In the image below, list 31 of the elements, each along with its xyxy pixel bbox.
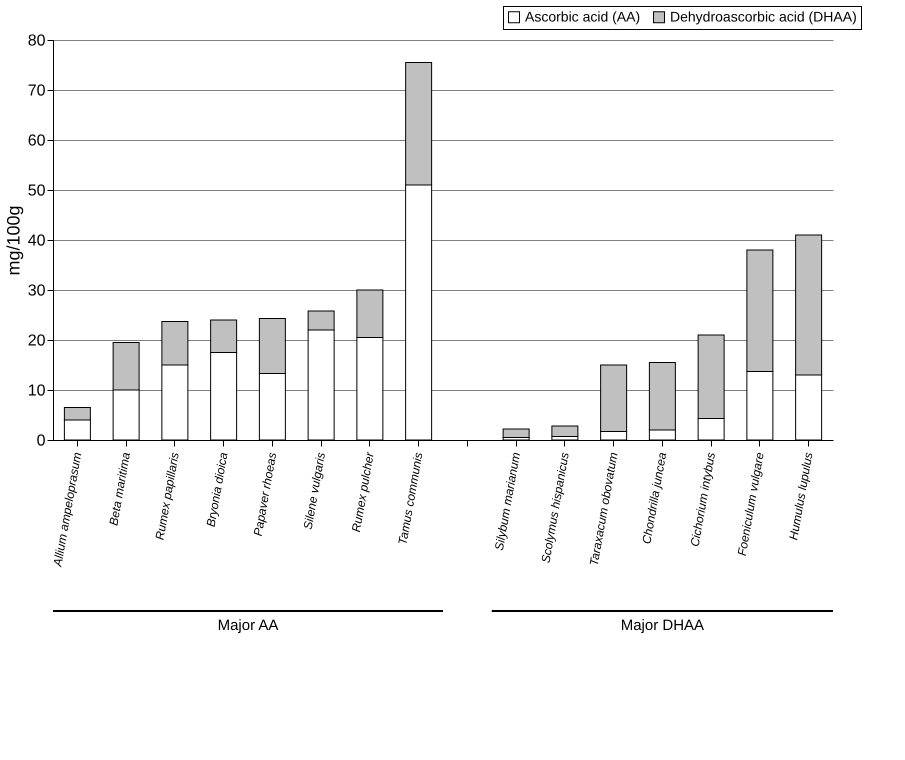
y-tick-label: 40 — [28, 232, 46, 250]
y-tick-label: 70 — [28, 82, 46, 100]
x-tick-label: Humulus lupulus — [786, 451, 816, 542]
x-tick-label: Bryonia dioica — [204, 450, 231, 528]
text: Major DHAA — [620, 617, 704, 634]
x-tick-label: Allium ampeloprasum — [50, 451, 84, 568]
y-tick-label: 60 — [28, 132, 46, 150]
bar — [502, 428, 530, 438]
legend-label: Dehydroascorbic acid (DHAA) — [670, 8, 857, 24]
x-tick-label: Rumex pulcher — [348, 450, 377, 534]
y-axis-title: mg/100g — [4, 205, 24, 276]
x-tick-label: Silene vulgaris — [300, 451, 328, 531]
text: Major AA — [218, 617, 278, 634]
y-tick-label: 20 — [28, 332, 46, 350]
x-tick-label: Papaver rhoeas — [250, 451, 280, 538]
x-tick-label: Tamus communis — [395, 451, 426, 546]
x-tick-label: Silybum marianum — [492, 451, 524, 552]
x-tick-label: Beta maritima — [106, 450, 134, 527]
x-tick-label: Scolymus hispanicus — [538, 451, 572, 564]
legend-label: Ascorbic acid (AA) — [525, 8, 640, 24]
y-tick-label: 0 — [36, 432, 46, 450]
x-tick-label: Cichorium intybus — [688, 451, 718, 548]
y-tick-label: 50 — [28, 182, 46, 200]
y-tick-label: 30 — [28, 282, 46, 300]
x-tick-label: Chondrilla juncea — [639, 450, 670, 546]
x-tick-label: Foeniculum vulgare — [734, 450, 767, 557]
y-tick-label: 10 — [28, 382, 46, 400]
bar — [551, 426, 578, 437]
y-tick-label: 80 — [28, 32, 46, 50]
x-tick-label: Rumex papillaris — [152, 451, 182, 542]
x-tick-label: Taraxacum obovatum — [586, 451, 621, 567]
